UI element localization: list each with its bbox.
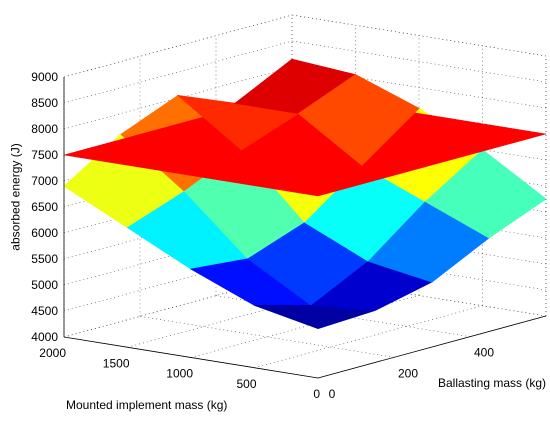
y-axis-line [63,336,319,379]
y-tick-label: 1000 [166,367,193,381]
axis-lines [63,14,547,379]
y-tick-label: 500 [236,377,256,391]
x-axis-label: Ballasting mass (kg) [438,376,547,390]
z-tick-label: 6500 [31,200,58,214]
surface-patch [297,74,420,166]
x-axis-line [317,315,547,379]
z-tick-label: 4000 [31,330,58,344]
z-tick-label: 6000 [31,226,58,240]
y-tick-label: 0 [313,387,320,401]
z-tick-label: 5500 [31,252,58,266]
x-tick-label: 400 [474,346,494,360]
side-wall-grid-line [291,274,547,317]
x-tick-label: 0 [329,387,336,401]
tick-labels: 4000450050005500600065007000750080008500… [31,70,550,401]
y-axis-label: Mounted implement mass (kg) [66,398,228,412]
z-tick-label: 7500 [31,148,58,162]
back-wall-grid-line [63,40,293,104]
z-tick-label: 4500 [31,304,58,318]
box-edge [291,14,547,57]
box-edge [63,14,293,78]
z-tick-label: 5000 [31,278,58,292]
z-tick-label: 7000 [31,174,58,188]
x-tick-label: 200 [398,366,418,380]
y-tick-label: 1500 [103,356,130,370]
floor-grid-line [139,316,395,358]
z-tick-label: 8000 [31,122,58,136]
back-wall-grid-line [63,66,293,130]
surface-above-plane [176,58,420,166]
z-tick-label: 8500 [31,96,58,110]
floor-grid-line [254,305,483,369]
side-wall-grid-line [291,66,547,109]
side-wall-grid-line [291,40,547,83]
z-tick-label: 9000 [31,70,58,84]
y-tick-label: 2000 [39,346,66,360]
z-axis-label: absorbed energy (J) [8,143,23,251]
